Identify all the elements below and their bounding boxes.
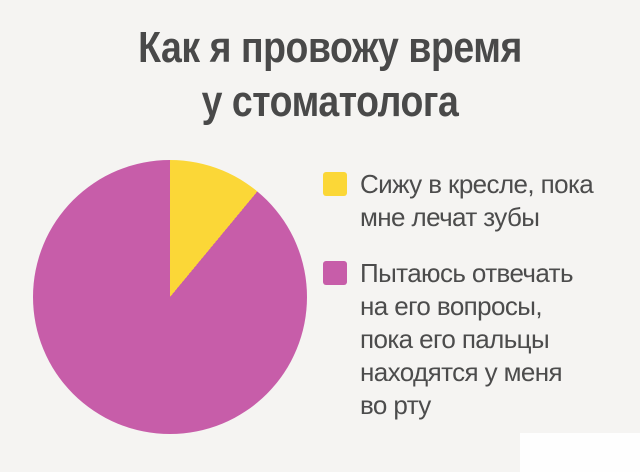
pie-chart	[33, 160, 307, 434]
legend-label-line: Сижу в кресле, пока	[360, 169, 594, 199]
legend-label-chair: Сижу в кресле, пока мне лечат зубы	[360, 168, 594, 234]
chart-legend: Сижу в кресле, пока мне лечат зубы Пытаю…	[323, 168, 625, 445]
legend-label-line: мне лечат зубы	[360, 202, 540, 232]
chart-title: Как я провожу время у стоматолога	[67, 21, 594, 129]
legend-swatch-pink	[323, 261, 347, 285]
watermark-area	[520, 433, 640, 472]
chart-title-line-2: у стоматолога	[201, 77, 459, 126]
legend-item-chair: Сижу в кресле, пока мне лечат зубы	[323, 168, 625, 234]
legend-label-line: находятся у меня	[360, 357, 563, 387]
legend-label-line: Пытаюсь отвечать	[360, 258, 574, 288]
legend-item-questions: Пытаюсь отвечать на его вопросы, пока ег…	[323, 257, 625, 422]
legend-swatch-yellow	[323, 172, 347, 196]
chart-title-line-1: Как я провожу время	[138, 23, 522, 72]
legend-label-line: на его вопросы,	[360, 291, 543, 321]
legend-label-line: во рту	[360, 390, 431, 420]
legend-label-line: пока его пальцы	[360, 324, 550, 354]
legend-label-questions: Пытаюсь отвечать на его вопросы, пока ег…	[360, 257, 574, 422]
